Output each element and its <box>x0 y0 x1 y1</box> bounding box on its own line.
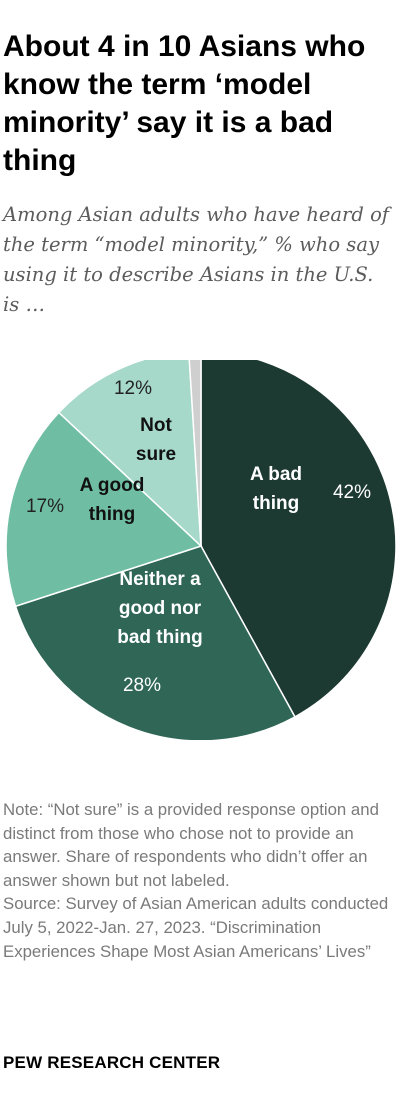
pie-slice-a-good-thing <box>5 411 203 608</box>
pie-slice-neither-a-good-nor-bad-thing <box>14 545 296 740</box>
slice-value-label: 42% <box>333 482 371 503</box>
footnote: Note: “Not sure” is a provided response … <box>3 798 395 963</box>
chart-subtitle: Among Asian adults who have heard of the… <box>3 203 390 316</box>
slice-value-label: 12% <box>114 378 152 399</box>
slice-value-label: 28% <box>123 675 161 696</box>
slice-label: A bad thing <box>250 464 302 514</box>
slice-label: A good thing <box>80 475 145 525</box>
pie-slice-no-answer <box>188 360 202 547</box>
slice-label: Not sure <box>136 415 176 465</box>
note-text: Note: “Not sure” is a provided response … <box>3 800 379 890</box>
source-text: Source: Survey of Asian American adults … <box>3 894 389 961</box>
pie-slice-not-sure <box>57 360 202 548</box>
slice-value-label: 17% <box>26 496 64 517</box>
brand-logo-text: PEW RESEARCH CENTER <box>3 1053 221 1072</box>
slice-label: Neither a good nor bad thing <box>117 569 202 648</box>
chart-title: About 4 in 10 Asians who know the term ‘… <box>3 30 366 177</box>
pie-slice-a-bad-thing <box>200 360 397 718</box>
pie-chart: A bad thing 42% Neither a good nor bad thing 2… <box>5 360 397 740</box>
